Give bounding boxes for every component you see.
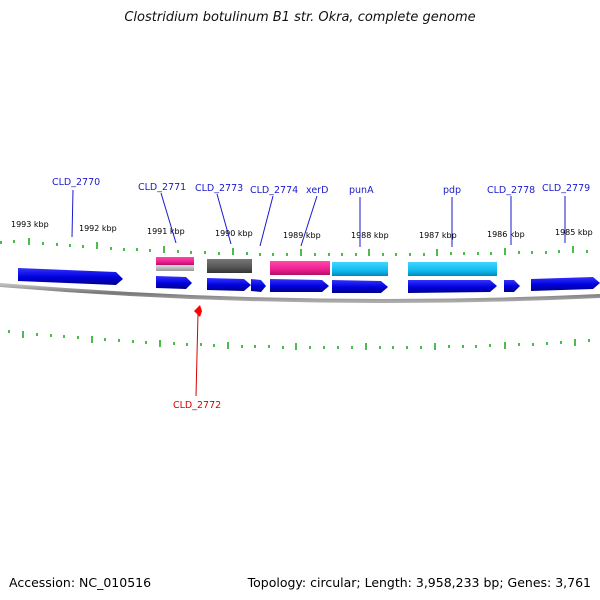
feature-bar-light[interactable] <box>156 265 194 271</box>
cds-arrow-pdp[interactable] <box>408 280 497 293</box>
kbp-label: 1987 kbp <box>419 231 457 240</box>
cds-arrow-cld-2774[interactable] <box>251 279 266 292</box>
cds-arrow-cld-2773[interactable] <box>207 278 251 291</box>
leader-line <box>160 192 177 244</box>
kbp-labels: 1993 kbp 1992 kbp 1991 kbp 1990 kbp 1989… <box>11 220 593 240</box>
cds-arrow-cld-2770[interactable] <box>18 268 123 285</box>
kbp-label: 1991 kbp <box>147 227 185 236</box>
gene-label-pdp[interactable]: pdp <box>443 185 461 196</box>
gene-label-cld-2772[interactable]: CLD_2772 <box>173 400 221 411</box>
gene-label-xerd[interactable]: xerD <box>306 185 328 196</box>
cds-arrow-cld-2772[interactable] <box>194 305 202 317</box>
gene-label-cld-2779[interactable]: CLD_2779 <box>542 183 590 194</box>
gene-label-cld-2770[interactable]: CLD_2770 <box>52 177 100 188</box>
gene-leader-lines <box>71 189 566 397</box>
cds-layer <box>18 268 600 293</box>
feature-bar-gray[interactable] <box>207 259 252 273</box>
genome-backbone <box>0 283 600 304</box>
leader-line <box>216 193 232 245</box>
kbp-label: 1992 kbp <box>79 224 117 233</box>
cds-arrow-cld-2779[interactable] <box>531 277 600 291</box>
cds-arrow-cld-2771[interactable] <box>156 276 192 289</box>
inner-ticks <box>8 330 590 350</box>
accession-text: Accession: NC_010516 <box>9 575 152 590</box>
leader-line <box>300 195 318 247</box>
feature-bar-pink[interactable] <box>270 261 330 275</box>
outer-ticks <box>0 238 588 256</box>
kbp-label: 1986 kbp <box>487 230 525 239</box>
kbp-label: 1989 kbp <box>283 231 321 240</box>
gene-label-puna[interactable]: punA <box>349 185 374 196</box>
map-title: Clostridium botulinum B1 str. Okra, comp… <box>124 10 476 25</box>
gene-label-cld-2771[interactable]: CLD_2771 <box>138 182 186 193</box>
feature-bar-pink[interactable] <box>156 257 194 265</box>
cds-arrow-puna[interactable] <box>332 280 388 293</box>
gene-label-cld-2773[interactable]: CLD_2773 <box>195 183 243 194</box>
gene-label-cld-2778[interactable]: CLD_2778 <box>487 185 535 196</box>
kbp-label: 1985 kbp <box>555 228 593 237</box>
gene-label-cld-2774[interactable]: CLD_2774 <box>250 185 298 196</box>
leader-line <box>71 189 74 238</box>
kbp-label: 1988 kbp <box>351 231 389 240</box>
leader-line <box>259 195 274 247</box>
kbp-label: 1993 kbp <box>11 220 49 229</box>
feature-bar-cyan[interactable] <box>408 262 497 276</box>
gene-labels: CLD_2770 CLD_2771 CLD_2773 CLD_2774 xerD… <box>52 177 590 411</box>
leader-line <box>195 313 199 397</box>
feature-bar-cyan[interactable] <box>332 262 388 276</box>
genome-summary-text: Topology: circular; Length: 3,958,233 bp… <box>247 575 591 590</box>
kbp-label: 1990 kbp <box>215 229 253 238</box>
cds-arrow-cld-2778[interactable] <box>504 280 520 292</box>
feature-layer <box>156 257 497 276</box>
cds-arrow-xerd[interactable] <box>270 279 329 292</box>
